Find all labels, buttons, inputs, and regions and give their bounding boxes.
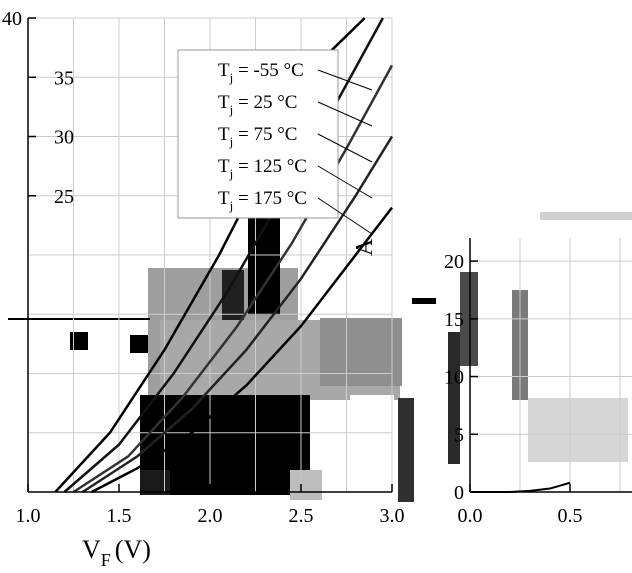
x-tick-label: 3.0 (380, 505, 405, 527)
y-tick-label: 25 (54, 186, 74, 208)
x-axis-label-unit: (V) (115, 535, 151, 564)
artifact-block-13 (130, 335, 148, 353)
artifact-block-11 (8, 318, 150, 320)
artifact-block-7 (290, 470, 322, 500)
artifact-block-8 (448, 332, 460, 464)
x-tick-label: 1.5 (107, 505, 132, 527)
x-tick-label: 2.0 (198, 505, 223, 527)
y-tick-label: 15 (444, 309, 464, 331)
artifact-block-6 (350, 395, 394, 503)
chart-1-legend: Tj = -55 °C Tj = 25 °C Tj = 75 °C Tj = 125 … (177, 49, 373, 235)
y-tick-label: 5 (454, 424, 464, 446)
artifact-block-3 (248, 215, 280, 315)
legend-leader-3 (317, 133, 373, 163)
x-axis-label-subscript: F (101, 550, 111, 568)
x-tick-label: 0.5 (558, 505, 583, 527)
x-axis-label-main: V (82, 535, 101, 564)
legend-entry-3: Tj = 75 °C (218, 124, 297, 149)
legend-entry-1: Tj = -55 °C (218, 60, 304, 85)
chart-1-y-ticks: 40 35 30 25 (2, 8, 74, 208)
y-tick-label: 30 (54, 127, 74, 149)
legend-entry-2: Tj = 25 °C (218, 92, 297, 117)
chart-2-axes (469, 238, 632, 493)
y-tick-label: 40 (2, 8, 22, 30)
x-tick-label: 2.5 (289, 505, 314, 527)
chart-2-y-ticks: 20 15 10 5 0 (444, 251, 478, 504)
legend-entry-5: Tj = 175 °C (218, 188, 307, 213)
chart-2-x-ticks: 0.0 0.5 (458, 484, 583, 527)
artifact-block-12 (70, 332, 88, 350)
artifact-block-16 (540, 212, 632, 220)
y-tick-label: 20 (444, 251, 464, 273)
artifact-block-15 (460, 272, 478, 366)
series-line-2 (81, 135, 394, 494)
y-tick-label: 10 (444, 367, 464, 389)
x-tick-label: 0.0 (458, 505, 483, 527)
series-line-1 (91, 206, 393, 494)
chart-inset-second: 0.0 0.5 20 15 10 5 0 A (352, 238, 632, 527)
chart-2-y-axis-label: A (352, 238, 378, 256)
legend-leader-1 (317, 69, 373, 91)
artifact-block-4 (222, 270, 244, 320)
legend-leader-2 (317, 101, 373, 127)
chart-2-grid (470, 238, 632, 492)
x-tick-label: 1.0 (16, 505, 41, 527)
legend-leader-4 (317, 165, 373, 199)
artifact-block-5 (320, 318, 402, 386)
chart-1-x-axis-label: VF (V) (82, 535, 151, 568)
legend-leader-5 (317, 197, 373, 235)
legend-box (177, 49, 339, 219)
chart-1-x-ticks: 1.0 1.5 2.0 2.5 3.0 (16, 484, 405, 527)
image-artifact-blocks (8, 212, 632, 503)
artifact-block-14 (398, 398, 414, 502)
artifact-block-10 (528, 398, 628, 462)
legend-entry-4: Tj = 125 °C (218, 156, 307, 181)
y-tick-label: 35 (54, 67, 74, 89)
artifact-block-17 (412, 298, 436, 304)
y-tick-label: 0 (454, 482, 464, 504)
